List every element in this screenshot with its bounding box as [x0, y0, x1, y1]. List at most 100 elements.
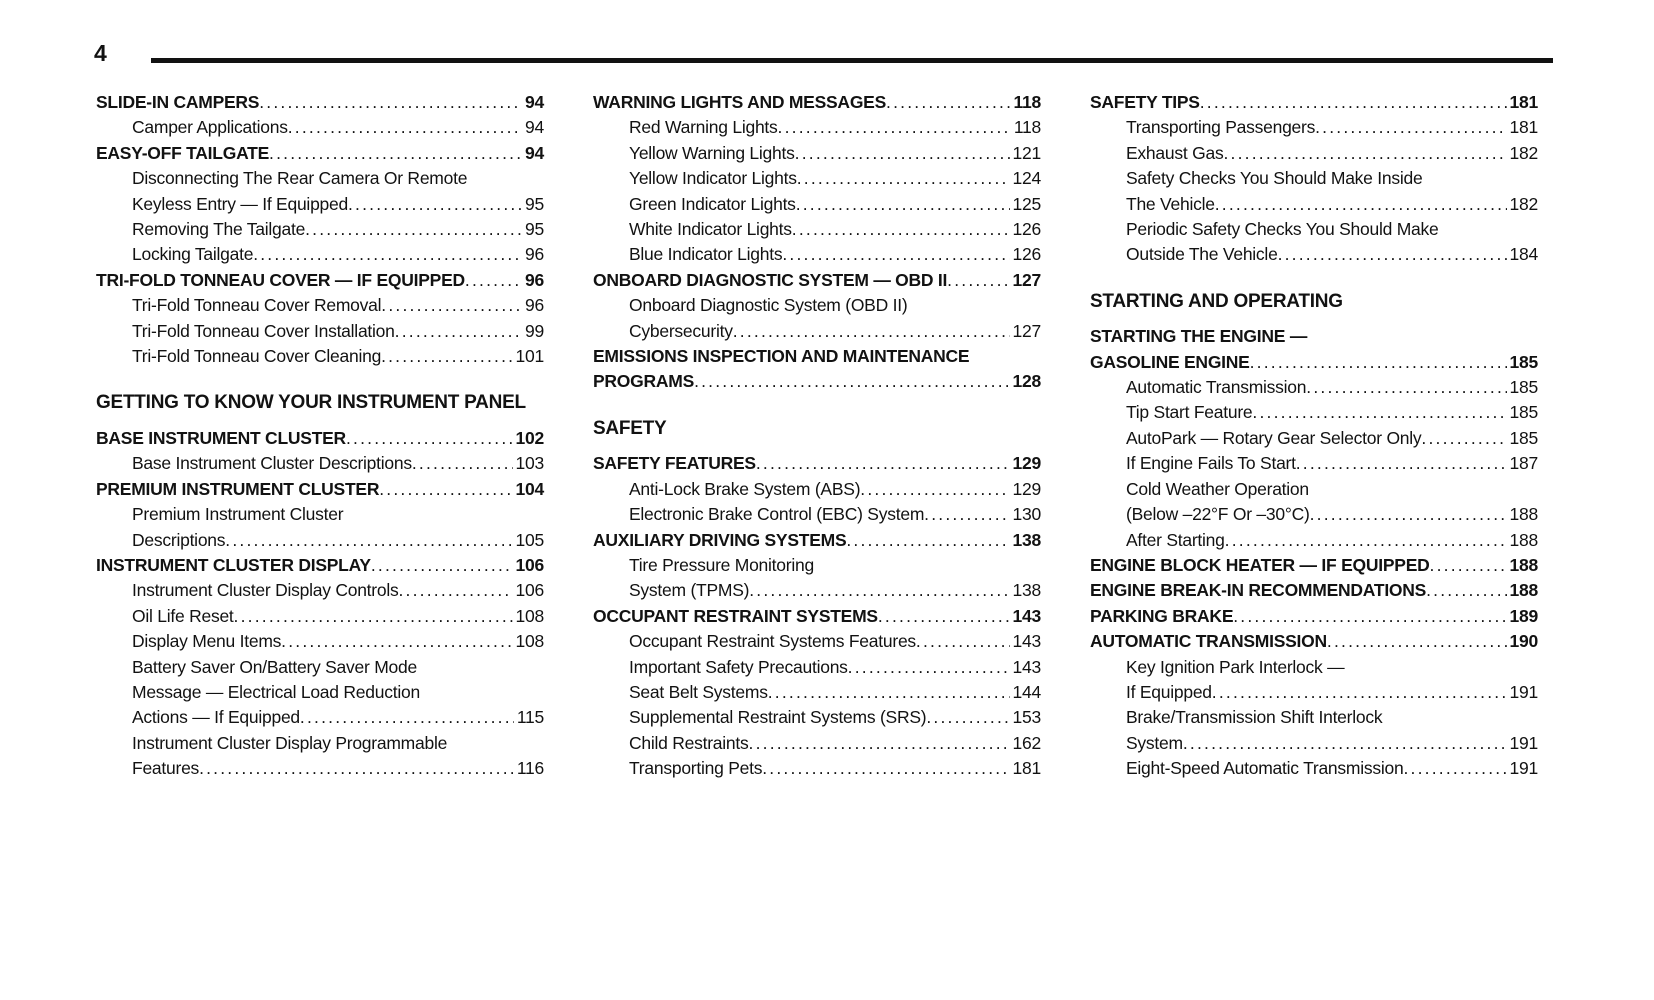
toc-entry-page-number: 94	[525, 142, 544, 163]
dot-leader	[797, 166, 1010, 191]
dot-leader	[269, 141, 522, 166]
toc-entry-label: System (TPMS)	[629, 580, 750, 601]
dot-leader	[796, 192, 1010, 217]
dot-leader	[733, 319, 1010, 344]
toc-entry-label: EASY-OFF TAILGATE	[96, 142, 270, 163]
toc-entry-label: Tri-Fold Tonneau Cover Removal	[132, 295, 382, 316]
toc-entry-line: Electronic Brake Control (EBC) System 130	[593, 502, 1041, 527]
dot-leader	[199, 756, 514, 781]
toc-entry-line: Exhaust Gas 182	[1090, 141, 1538, 166]
toc-entry-label: GASOLINE ENGINE	[1090, 351, 1250, 372]
toc-entry-page-number: 162	[1012, 732, 1042, 753]
toc-entry-page-number: 138	[1012, 580, 1042, 601]
dot-leader	[465, 268, 522, 293]
dot-leader	[749, 731, 1010, 756]
toc-entry-page-number: 129	[1012, 478, 1042, 499]
toc-entry-line: Instrument Cluster Display Controls 106	[96, 578, 544, 603]
toc-entry-label: ENGINE BLOCK HEATER — IF EQUIPPED	[1090, 554, 1430, 575]
dot-leader	[694, 369, 1009, 394]
toc-entry-line: OCCUPANT RESTRAINT SYSTEMS 143	[593, 604, 1041, 629]
toc-entry-line: Occupant Restraint Systems Features 143	[593, 629, 1041, 654]
toc-entry-label: STARTING AND OPERATING	[1090, 290, 1343, 312]
toc-entry-label: Periodic Safety Checks You Should Make	[1126, 219, 1439, 240]
toc-entry-label: Electronic Brake Control (EBC) System	[629, 504, 925, 525]
dot-leader	[1223, 141, 1506, 166]
toc-entry-label: Actions — If Equipped	[132, 707, 300, 728]
toc-entry-page-number: 153	[1012, 707, 1042, 728]
toc-entry-line: PREMIUM INSTRUMENT CLUSTER 104	[96, 477, 544, 502]
toc-entry-label: Camper Applications	[132, 117, 288, 138]
dot-leader	[395, 319, 522, 344]
toc-entry-label: Safety Checks You Should Make Inside	[1126, 168, 1423, 189]
toc-entry-line: Onboard Diagnostic System (OBD II)	[593, 293, 1041, 318]
toc-entry-label: Onboard Diagnostic System (OBD II)	[629, 295, 908, 316]
toc-entry-line: Green Indicator Lights 125	[593, 192, 1041, 217]
toc-entry-label: Cybersecurity	[629, 320, 733, 341]
toc-entry-page-number: 190	[1509, 631, 1539, 652]
toc-entry-line: System 191	[1090, 731, 1538, 756]
toc-entry-label: WARNING LIGHTS AND MESSAGES	[593, 92, 887, 112]
toc-entry-line: STARTING THE ENGINE —	[1090, 324, 1538, 349]
toc-entry-page-number: 103	[515, 453, 545, 474]
dot-leader	[926, 705, 1009, 730]
toc-entry-line: After Starting 188	[1090, 528, 1538, 553]
toc-entry-label: AutoPark — Rotary Gear Selector Only	[1126, 427, 1422, 448]
toc-entry-line: ENGINE BLOCK HEATER — IF EQUIPPED 188	[1090, 553, 1538, 578]
toc-entry-page-number: 143	[1012, 605, 1042, 626]
toc-entry-label: Tip Start Feature	[1126, 402, 1253, 423]
toc-entry-label: Anti-Lock Brake System (ABS)	[629, 478, 861, 499]
toc-entry-page-number: 181	[1509, 117, 1539, 138]
toc-entry-page-number: 95	[525, 219, 544, 240]
toc-entry-label: Locking Tailgate	[132, 244, 254, 265]
toc-entry-page-number: 96	[525, 269, 544, 290]
dot-leader	[1278, 242, 1507, 267]
toc-entry-line: Instrument Cluster Display Programmable	[96, 731, 544, 756]
toc-entry-label: INSTRUMENT CLUSTER DISPLAY	[96, 554, 371, 575]
toc-entry-line: Tri-Fold Tonneau Cover Installation 99	[96, 319, 544, 344]
toc-entry-page-number: 104	[515, 478, 545, 499]
toc-entry-page-number: 115	[516, 707, 544, 728]
toc-entry-page-number: 185	[1509, 402, 1539, 423]
toc-entry-page-number: 181	[1509, 92, 1539, 112]
dot-leader	[381, 344, 512, 369]
toc-entry-label: White Indicator Lights	[629, 219, 792, 240]
dot-leader	[1215, 192, 1507, 217]
toc-entry-line: Child Restraints 162	[593, 731, 1041, 756]
toc-entry-line: Brake/Transmission Shift Interlock	[1090, 705, 1538, 730]
toc-entry-line: Tri-Fold Tonneau Cover Cleaning 101	[96, 344, 544, 369]
dot-leader	[348, 192, 522, 217]
dot-leader	[749, 578, 1009, 603]
toc-entry-label: (Below –22°F Or –30°C)	[1126, 504, 1310, 525]
toc-entry-line: Yellow Warning Lights 121	[593, 141, 1041, 166]
toc-entry-label: After Starting	[1126, 529, 1225, 550]
toc-entry-label: Exhaust Gas	[1126, 142, 1224, 163]
toc-entry-label: Blue Indicator Lights	[629, 244, 783, 265]
toc-entry-page-number: 189	[1509, 605, 1539, 626]
dot-leader	[1403, 756, 1506, 781]
toc-entry-label: Battery Saver On/Battery Saver Mode	[132, 656, 417, 677]
toc-entry-page-number: 105	[515, 529, 545, 550]
toc-entry-label: Keyless Entry — If Equipped	[132, 193, 348, 214]
toc-entry-line: Seat Belt Systems 144	[593, 680, 1041, 705]
toc-entry-line: ENGINE BREAK-IN RECOMMENDATIONS 188	[1090, 578, 1538, 603]
toc-entry-page-number: 182	[1509, 193, 1539, 214]
toc-entry-line: TRI-FOLD TONNEAU COVER — IF EQUIPPED 96	[96, 268, 544, 293]
toc-entry-line: Outside The Vehicle 184	[1090, 242, 1538, 267]
toc-entry-page-number: 144	[1012, 681, 1042, 702]
dot-leader	[1200, 90, 1507, 115]
toc-entry-line: Supplemental Restraint Systems (SRS) 153	[593, 705, 1041, 730]
toc-entry-label: Key Ignition Park Interlock —	[1126, 656, 1345, 677]
dot-leader	[848, 655, 1010, 680]
toc-entry-line: Locking Tailgate 96	[96, 242, 544, 267]
dot-leader	[288, 115, 522, 140]
toc-entry-page-number: 188	[1509, 554, 1539, 575]
toc-entry-label: SAFETY FEATURES	[593, 453, 756, 474]
toc-entry-label: GETTING TO KNOW YOUR INSTRUMENT PANEL	[96, 392, 526, 414]
dot-leader	[846, 528, 1009, 553]
toc-entry-page-number: 106	[515, 580, 545, 601]
toc-entry-line: Eight-Speed Automatic Transmission 191	[1090, 756, 1538, 781]
toc-entry-label: Yellow Indicator Lights	[629, 168, 797, 189]
dot-leader	[1183, 731, 1507, 756]
toc-entry-label: Descriptions	[132, 529, 226, 550]
dot-leader	[305, 217, 522, 242]
